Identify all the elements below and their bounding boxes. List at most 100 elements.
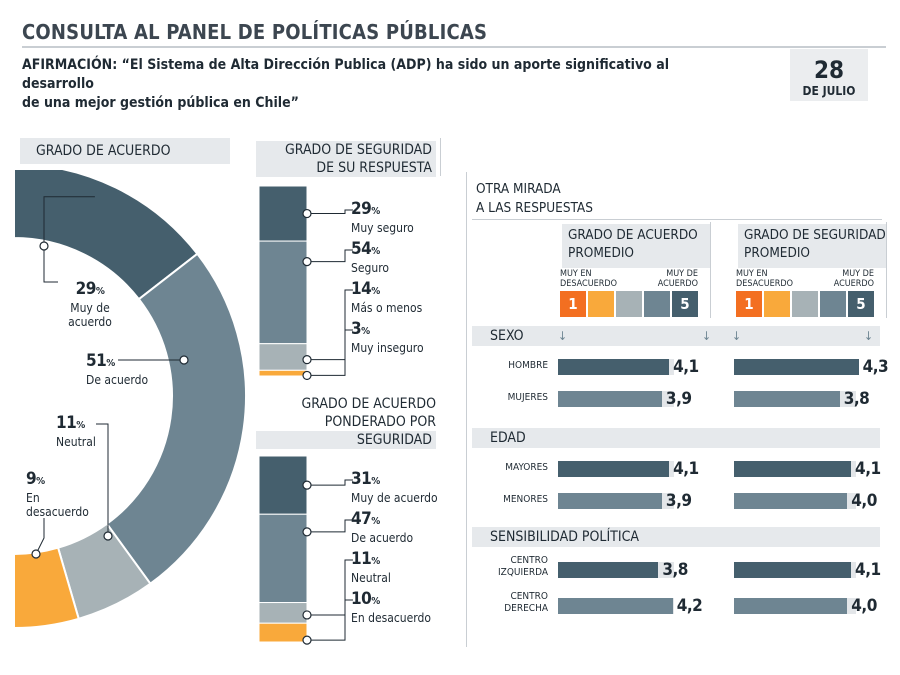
donut-label-2-value: 51% xyxy=(86,352,166,373)
donut-chart xyxy=(13,170,247,630)
weighted-segment-4 xyxy=(258,622,308,643)
bar-2-1-2 xyxy=(734,461,852,477)
scale-max-label-1: MUY DE ACUERDO xyxy=(648,269,698,289)
scale-box-2-4 xyxy=(820,291,846,317)
scale-min-label-1-line-1: MUY EN xyxy=(560,269,592,279)
statement-line-1: AFIRMACIÓN: “El Sistema de Alta Direcció… xyxy=(22,57,670,92)
security-segment-2 xyxy=(258,240,308,345)
scale-box-2-2 xyxy=(764,291,790,317)
scale-max-label-2-line-1: MUY DE xyxy=(842,269,874,279)
security-label-2-value-number: 54 xyxy=(351,239,372,259)
weighted-label-1-name: Muy de acuerdo xyxy=(351,491,438,505)
weighted-label-4-value-number: 10 xyxy=(351,589,372,609)
bar-value-2-2-2: 4,0 xyxy=(851,491,877,511)
scale-min-label-2-line-1: MUY EN xyxy=(736,269,768,279)
donut-title: GRADO DE ACUERDO xyxy=(20,138,230,164)
security-title-rule xyxy=(440,138,441,176)
security-label-4-value-unit: % xyxy=(361,326,370,337)
security-leader-1 xyxy=(307,209,353,215)
donut-slice-4 xyxy=(13,546,80,630)
donut-label-2-value-number: 51 xyxy=(86,351,107,371)
security-label-3: 14% Más o menos xyxy=(351,280,461,315)
scale-max-label-2: MUY DE ACUERDO xyxy=(824,269,874,289)
security-label-4: 3% Muy inseguro xyxy=(351,320,461,355)
bar-value-2-2-1: 3,9 xyxy=(665,491,692,511)
donut-label-1-name: Muy de acuerdo xyxy=(68,301,112,329)
security-label-3-name: Más o menos xyxy=(351,301,423,315)
security-label-2-value: 54% xyxy=(351,240,461,261)
bar-value-2-1-1: 4,1 xyxy=(673,459,699,479)
bar-3-1-2 xyxy=(734,562,852,578)
scale-box-1-3 xyxy=(616,291,642,317)
row-label-1-1: HOMBRE xyxy=(508,360,548,371)
series-header-1-rule xyxy=(710,222,711,318)
group-header-1: SEXO xyxy=(472,326,880,346)
title-divider xyxy=(22,46,886,48)
weighted-label-1-value-unit: % xyxy=(371,476,380,487)
donut-leader-4 xyxy=(35,518,45,555)
group-arrow-2: ↓ xyxy=(702,329,712,343)
donut-label-1-value-unit: % xyxy=(95,286,105,297)
scale-max-label-1-line-2: ACUERDO xyxy=(657,279,698,289)
date-month: DE JULIO xyxy=(802,84,856,98)
bar-value-3-2-1: 4,2 xyxy=(676,596,703,616)
security-label-3-value-unit: % xyxy=(371,286,380,297)
weighted-label-1-value: 31% xyxy=(351,470,461,491)
security-segment-1 xyxy=(258,185,308,242)
weighted-leader-1 xyxy=(307,479,353,486)
page-title: CONSULTA AL PANEL DE POLÍTICAS PÚBLICAS xyxy=(22,20,488,44)
bar-1-2-2 xyxy=(734,391,840,407)
donut-label-1-value-number: 29 xyxy=(75,279,97,299)
donut-label-4-value-unit: % xyxy=(36,476,45,487)
security-dot-3 xyxy=(302,355,312,365)
security-label-2-value-unit: % xyxy=(371,246,380,257)
weighted-label-4: 10% En desacuerdo xyxy=(351,590,461,625)
donut-label-4: 9% En desacuerdo xyxy=(26,470,106,519)
security-title: GRADO DE SEGURIDAD DE SU RESPUESTA xyxy=(256,141,436,177)
security-label-2: 54% Seguro xyxy=(351,240,461,275)
donut-dot-1 xyxy=(39,241,49,251)
bar-value-2-1-2: 4,1 xyxy=(855,459,881,479)
date-badge: 28 DE JULIO xyxy=(790,49,868,101)
series-header-2-line-2: PROMEDIO xyxy=(744,245,810,261)
scale-box-2-3 xyxy=(792,291,818,317)
row-label-3-2: CENTRO DERECHA xyxy=(504,591,548,614)
donut-label-1: 29% Muy de acuerdo xyxy=(62,280,118,329)
bar-value-3-1-1: 3,8 xyxy=(662,560,688,580)
other-view-rule xyxy=(472,219,882,220)
weighted-label-3-value-number: 11 xyxy=(351,549,372,569)
security-leader-4 xyxy=(307,329,353,376)
other-view-title-line-1: OTRA MIRADA xyxy=(476,181,561,197)
weighted-label-3-value: 11% xyxy=(351,550,461,571)
scale-max-label-1-line-1: MUY DE xyxy=(666,269,698,279)
security-stacked-bar xyxy=(258,185,353,380)
security-label-3-value-number: 14 xyxy=(351,279,372,299)
other-view-title: OTRA MIRADA A LAS RESPUESTAS xyxy=(476,180,593,218)
donut-label-1-value: 29% xyxy=(62,280,118,301)
bar-value-3-2-2: 4,0 xyxy=(851,596,877,616)
weighted-label-4-value: 10% xyxy=(351,590,461,611)
series-header-2-rule xyxy=(886,222,887,318)
weighted-label-4-value-unit: % xyxy=(371,596,380,607)
donut-leader-1 xyxy=(43,196,95,283)
security-label-1-value: 29% xyxy=(351,200,461,221)
donut-label-2-value-unit: % xyxy=(106,358,115,369)
group-header-2: EDAD xyxy=(472,428,880,448)
donut-dot-3 xyxy=(103,531,113,541)
weighted-leader-4 xyxy=(307,599,353,641)
donut-slice-2 xyxy=(105,252,247,586)
weighted-label-3-value-unit: % xyxy=(371,556,380,567)
weighted-dot-3 xyxy=(302,610,312,620)
scale-min-label-2-line-2: DESACUERDO xyxy=(736,279,793,289)
security-label-4-name: Muy inseguro xyxy=(351,341,424,355)
donut-label-3-value-unit: % xyxy=(76,420,85,431)
security-label-4-value-number: 3 xyxy=(351,319,362,339)
bar-3-2-2 xyxy=(734,598,848,614)
scale-min-label-1-line-2: DESACUERDO xyxy=(560,279,617,289)
security-title-line-1: GRADO DE SEGURIDAD xyxy=(256,141,436,159)
security-label-1-value-number: 29 xyxy=(351,199,372,219)
group-header-3: SENSIBILIDAD POLÍTICA xyxy=(472,527,880,547)
series-header-2-line-1: GRADO DE SEGURIDAD xyxy=(744,227,886,243)
bar-3-1-1 xyxy=(558,562,659,578)
bar-value-1-2-1: 3,9 xyxy=(665,389,692,409)
